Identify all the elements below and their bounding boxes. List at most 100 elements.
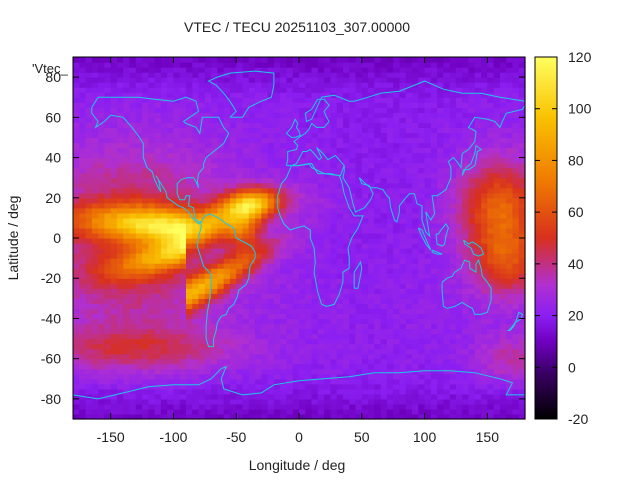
heatmap-cell — [462, 227, 470, 234]
heatmap-cell — [173, 57, 181, 63]
heatmap-cell — [412, 258, 419, 264]
heatmap-cell — [192, 77, 200, 83]
heatmap-cell — [374, 222, 382, 229]
heatmap-cell — [236, 408, 244, 415]
heatmap-cell — [292, 373, 300, 380]
heatmap-cell — [487, 177, 495, 184]
heatmap-cell — [255, 192, 262, 199]
heatmap-cell — [405, 413, 413, 420]
heatmap-cell — [267, 192, 275, 199]
heatmap-cell — [361, 132, 369, 139]
heatmap-cell — [154, 373, 162, 380]
heatmap-cell — [85, 278, 93, 284]
heatmap-cell — [211, 283, 218, 289]
heatmap-cell — [299, 373, 306, 380]
heatmap-cell — [418, 383, 426, 390]
heatmap-cell — [217, 127, 225, 134]
heatmap-cell — [499, 157, 507, 164]
heatmap-cell — [399, 207, 407, 214]
heatmap-cell — [399, 338, 407, 345]
heatmap-cell — [142, 97, 149, 103]
heatmap-cell — [405, 157, 413, 164]
heatmap-cell — [468, 102, 476, 108]
heatmap-cell — [204, 62, 212, 68]
heatmap-cell — [443, 413, 451, 420]
heatmap-cell — [349, 403, 357, 410]
heatmap-cell — [85, 97, 93, 103]
heatmap-cell — [349, 97, 357, 103]
heatmap-cell — [399, 72, 407, 78]
heatmap-cell — [449, 328, 457, 335]
heatmap-cell — [154, 333, 162, 340]
heatmap-cell — [449, 333, 457, 340]
heatmap-cell — [129, 217, 137, 224]
heatmap-cell — [167, 132, 175, 139]
heatmap-cell — [368, 288, 375, 294]
heatmap-cell — [374, 127, 382, 134]
heatmap-cell — [361, 318, 369, 325]
heatmap-cell — [393, 137, 401, 144]
heatmap-cell — [342, 408, 350, 415]
heatmap-cell — [236, 77, 244, 83]
heatmap-cell — [499, 132, 507, 139]
heatmap-cell — [223, 393, 231, 400]
heatmap-cell — [135, 97, 143, 103]
heatmap-cell — [412, 253, 419, 259]
heatmap-cell — [192, 67, 200, 73]
heatmap-cell — [267, 333, 275, 340]
heatmap-cell — [160, 318, 168, 325]
heatmap-cell — [418, 117, 426, 123]
heatmap-cell — [129, 293, 137, 299]
heatmap-cell — [129, 212, 137, 219]
heatmap-cell — [368, 253, 375, 259]
heatmap-cell — [154, 408, 162, 415]
heatmap-cell — [361, 308, 369, 315]
heatmap-cell — [248, 388, 256, 395]
heatmap-cell — [311, 132, 319, 139]
heatmap-cell — [148, 243, 156, 249]
heatmap-cell — [142, 222, 149, 229]
heatmap-cell — [437, 378, 444, 385]
heatmap-cell — [487, 238, 495, 244]
heatmap-cell — [380, 263, 388, 269]
heatmap-cell — [361, 333, 369, 340]
heatmap-cell — [405, 112, 413, 118]
heatmap-cell — [142, 117, 149, 123]
heatmap-cell — [242, 308, 250, 315]
heatmap-cell — [154, 308, 162, 315]
heatmap-cell — [317, 207, 325, 214]
heatmap-cell — [355, 398, 363, 405]
heatmap-cell — [148, 132, 156, 139]
heatmap-cell — [73, 253, 80, 259]
heatmap-cell — [299, 102, 306, 108]
heatmap-cell — [98, 142, 105, 149]
heatmap-cell — [468, 348, 476, 355]
heatmap-cell — [361, 373, 369, 380]
heatmap-cell — [474, 268, 482, 274]
heatmap-cell — [405, 132, 413, 139]
heatmap-cell — [160, 112, 168, 118]
heatmap-cell — [73, 117, 80, 123]
heatmap-cell — [223, 72, 231, 78]
heatmap-cell — [255, 313, 262, 320]
heatmap-cell — [449, 373, 457, 380]
heatmap-cell — [229, 413, 237, 420]
heatmap-cell — [261, 283, 269, 289]
heatmap-cell — [229, 77, 237, 83]
heatmap-cell — [405, 117, 413, 123]
heatmap-cell — [355, 253, 363, 259]
heatmap-cell — [154, 318, 162, 325]
heatmap-cell — [468, 298, 476, 304]
heatmap-cell — [506, 283, 514, 289]
heatmap-cell — [142, 162, 149, 169]
heatmap-cell — [123, 77, 131, 83]
heatmap-cell — [349, 293, 357, 299]
heatmap-cell — [217, 278, 225, 284]
heatmap-cell — [386, 147, 394, 154]
heatmap-cell — [223, 102, 231, 108]
heatmap-cell — [142, 293, 149, 299]
heatmap-cell — [267, 92, 275, 98]
heatmap-cell — [349, 177, 357, 184]
heatmap-cell — [104, 363, 112, 370]
heatmap-cell — [361, 127, 369, 134]
